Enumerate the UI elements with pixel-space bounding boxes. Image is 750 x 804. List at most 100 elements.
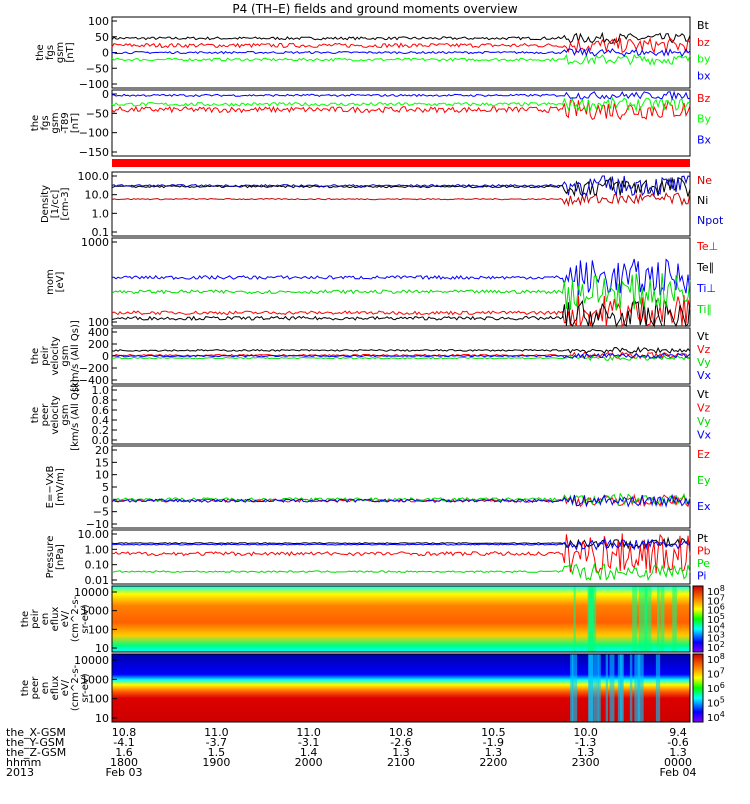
series-line-Vt xyxy=(111,346,691,355)
y-axis-label-line: mom xyxy=(45,269,56,295)
spectrogram-2: 10000 1000 100 10 the peer en eflux eV/(cm^2-s-s… xyxy=(20,652,725,725)
x-tick-label: -3.7 xyxy=(206,736,227,749)
series-line-Pe xyxy=(111,562,691,582)
legend-By: By xyxy=(697,113,712,126)
y-axis-label-line: sr-eV) xyxy=(80,673,91,702)
y-tick-label: 0.2 xyxy=(92,424,110,437)
colorbar-tick-label: 104 xyxy=(707,621,725,635)
y-axis-label-line: gsm xyxy=(50,112,61,133)
y-tick-label: 100 xyxy=(88,693,109,706)
colorbar xyxy=(692,585,704,653)
x-tick-label: -0.6 xyxy=(667,736,688,749)
legend-Pb: Pb xyxy=(697,545,711,558)
y-axis-label-line: the xyxy=(20,680,31,696)
y-tick-label: −150 xyxy=(79,146,109,159)
y-tick-label: 10 xyxy=(95,712,109,725)
panel-frame xyxy=(111,89,691,157)
y-tick-label: 20 xyxy=(95,444,109,457)
x-tick-label: 1.6 xyxy=(115,746,133,759)
x-tick-label: 1900 xyxy=(202,756,230,769)
legend-bx: bx xyxy=(697,69,711,82)
x-tick-label: -1.3 xyxy=(575,736,596,749)
x-tick-label: Feb 03 xyxy=(106,766,143,779)
panel-2: 0 −50 −100 −150 the fgs gsm -T89 [nT] Bz By Bx xyxy=(30,88,712,159)
legend-Vx: Vx xyxy=(697,369,712,382)
legend-by: by xyxy=(697,53,711,66)
x-tick-label: -3.1 xyxy=(298,736,319,749)
y-tick-label: 100 xyxy=(88,316,109,329)
x-tick-label: 1800 xyxy=(110,756,138,769)
x-tick-label: 0000 xyxy=(664,756,692,769)
spectrogram-image xyxy=(111,653,691,723)
y-axis-label-line: [mV/m] xyxy=(55,468,66,506)
y-tick-label: 100 xyxy=(88,623,109,636)
series-line-Ex xyxy=(111,493,691,509)
y-axis-label-line: (cm^2-s- xyxy=(70,595,81,642)
x-tick-label: 1.5 xyxy=(208,746,226,759)
legend-Vz: Vz xyxy=(697,343,711,356)
y-axis-label-line: en xyxy=(40,682,51,695)
colorbar-tick-label: 105 xyxy=(707,696,725,710)
y-tick-label: 0.8 xyxy=(92,394,110,407)
legend-Ni: Ni xyxy=(697,194,708,207)
legend-Ti⊥: Ti⊥ xyxy=(696,282,716,295)
x-tick-label: -1.9 xyxy=(483,736,504,749)
spectrogram-1: 10000 1000 100 10 the peir en eflux eV/(cm^2-s-s… xyxy=(20,584,725,655)
x-tick-label: 1.3 xyxy=(669,746,687,759)
y-axis-label-line: the xyxy=(30,407,41,423)
x-tick-label: 11.0 xyxy=(296,726,321,739)
panel-frame xyxy=(111,385,691,445)
x-tick-label: 1.3 xyxy=(577,746,595,759)
x-tick-label: 10.5 xyxy=(481,726,506,739)
panel-4: 1000 100 mom [eV] Te⊥ Te∥ Ti⊥ Ti∥ xyxy=(45,236,718,329)
y-axis-label-line: the xyxy=(35,44,46,60)
y-axis-label-line: peer xyxy=(30,676,41,700)
series-line-Te∥ xyxy=(111,299,691,328)
y-axis-label-line: [nT] xyxy=(70,113,81,133)
x-axis-row-label: the_Z-GSM xyxy=(6,746,66,759)
y-axis-label-line: the xyxy=(30,348,41,364)
y-axis-label-line: peir xyxy=(40,345,51,365)
x-axis-row-label: the_X-GSM xyxy=(6,726,66,739)
series-line-Vy xyxy=(111,354,691,362)
y-tick-label: 0.1 xyxy=(92,226,110,239)
y-tick-label: −5 xyxy=(93,506,109,519)
legend-Bx: Bx xyxy=(697,133,712,146)
y-tick-label: 10.00 xyxy=(78,528,110,541)
x-tick-label: 2300 xyxy=(572,756,600,769)
y-axis-label-line: [eV] xyxy=(55,272,66,293)
y-axis-label-line: gsm xyxy=(60,345,71,366)
legend-Te⊥: Te⊥ xyxy=(696,240,718,253)
series-line-by xyxy=(111,53,691,66)
y-tick-label: 200 xyxy=(88,338,109,351)
y-axis-label-line: E=−VxB xyxy=(45,466,56,509)
y-axis-label-line: gsm xyxy=(60,404,71,425)
y-tick-label: 10000 xyxy=(74,586,109,599)
y-tick-label: −100 xyxy=(79,78,109,91)
legend-Ey: Ey xyxy=(697,474,711,487)
y-tick-label: −200 xyxy=(79,362,109,375)
y-tick-label: 0.01 xyxy=(85,574,110,587)
x-tick-label: 1.4 xyxy=(300,746,318,759)
y-tick-label: 1000 xyxy=(81,605,109,618)
colorbar-tick-label: 103 xyxy=(707,631,725,645)
x-tick-label: 10.8 xyxy=(389,726,414,739)
colorbar xyxy=(692,653,704,723)
x-tick-label: 1.3 xyxy=(392,746,410,759)
y-tick-label: 0 xyxy=(102,493,109,506)
legend-Vy: Vy xyxy=(697,356,711,369)
y-tick-label: 400 xyxy=(88,326,109,339)
colorbar-tick-label: 104 xyxy=(707,710,725,724)
y-axis-label-line: [km/s (All Qs)] xyxy=(70,379,81,451)
y-tick-label: 10 xyxy=(95,469,109,482)
y-tick-label: −100 xyxy=(79,127,109,140)
x-tick-label: 10.8 xyxy=(112,726,137,739)
x-tick-label: Feb 04 xyxy=(660,766,697,779)
y-tick-label: 1000 xyxy=(81,236,109,249)
y-axis-label-line: eV/ xyxy=(60,679,71,696)
legend-Ex: Ex xyxy=(697,500,711,513)
series-line-Ni xyxy=(111,176,691,198)
